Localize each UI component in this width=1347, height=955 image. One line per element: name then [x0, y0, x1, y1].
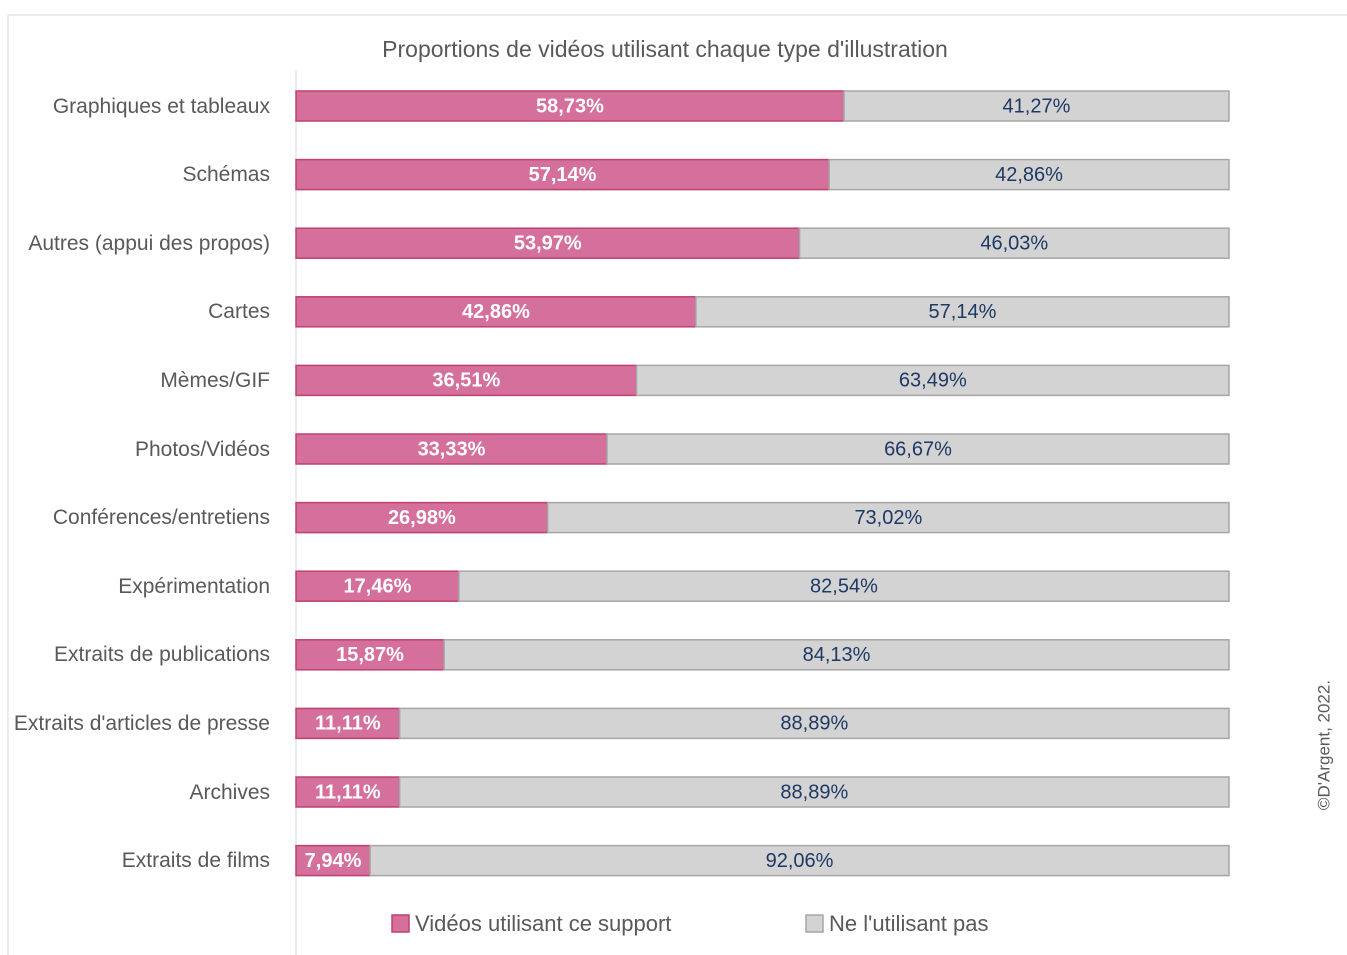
category-label: Graphiques et tableaux: [52, 94, 270, 118]
value-label: 46,03%: [980, 232, 1048, 254]
bar-segment: [295, 227, 801, 259]
value-label: 42,86%: [995, 164, 1063, 186]
legend-label: Vidéos utilisant ce support: [415, 911, 671, 936]
bar-segment: [295, 501, 549, 534]
category-label: Extraits d'articles de presse: [13, 711, 270, 735]
category-label: Extraits de publications: [54, 643, 270, 667]
bar-segment: [458, 570, 1230, 602]
value-label: 42,86%: [462, 301, 530, 323]
bar-segment: [295, 570, 460, 602]
bar-segment: [546, 501, 1230, 534]
value-label: 88,89%: [780, 781, 848, 803]
value-label: 17,46%: [344, 575, 412, 597]
bar-segment: [695, 296, 1230, 328]
value-label: 57,14%: [529, 164, 597, 186]
value-label: 88,89%: [780, 713, 848, 735]
legend-swatch: [391, 914, 410, 933]
bar-segment: [295, 433, 608, 465]
bar-segment: [843, 90, 1230, 122]
legend-swatch: [805, 914, 824, 933]
bar-segment: [295, 90, 845, 122]
category-label: Photos/Vidéos: [134, 437, 270, 461]
value-label: 63,49%: [899, 370, 967, 392]
value-label: 66,67%: [884, 438, 952, 460]
category-label: Archives: [189, 780, 270, 804]
bar-segment: [798, 227, 1230, 259]
bar-segment: [443, 639, 1230, 671]
bar-segment: [295, 364, 638, 397]
category-label: Conférences/entretiens: [52, 506, 270, 530]
bar-segment: [295, 776, 401, 808]
category-label: Autres (appui des propos): [28, 231, 270, 255]
value-label: 92,06%: [766, 850, 834, 872]
bar-segment: [295, 639, 445, 671]
value-label: 36,51%: [432, 370, 500, 392]
bar-segment: [398, 707, 1230, 740]
value-label: 26,98%: [388, 507, 456, 529]
value-label: 33,33%: [418, 438, 486, 460]
value-label: 41,27%: [1003, 95, 1071, 117]
value-label: 7,94%: [305, 850, 362, 872]
value-label: 11,11%: [315, 781, 381, 803]
legend-label: Ne l'utilisant pas: [829, 911, 989, 936]
category-label: Extraits de films: [121, 849, 270, 873]
bar-segment: [398, 776, 1230, 808]
credit: ©D'Argent, 2022.: [1314, 680, 1333, 810]
bar-segment: [606, 433, 1230, 465]
chart-border: [7, 14, 1347, 955]
value-label: 73,02%: [854, 507, 922, 529]
value-label: 15,87%: [336, 644, 404, 666]
category-label: Mèmes/GIF: [160, 368, 270, 392]
value-label: 11,11%: [315, 713, 381, 735]
value-label: 82,54%: [810, 575, 878, 597]
value-label: 53,97%: [514, 232, 582, 254]
category-label: Expérimentation: [118, 574, 270, 598]
bar-segment: [635, 364, 1230, 397]
chart-title: Proportions de vidéos utilisant chaque t…: [382, 36, 948, 62]
bar-segment: [369, 844, 1230, 877]
value-label: 84,13%: [803, 644, 871, 666]
value-label: 58,73%: [536, 95, 604, 117]
bar-segment: [828, 158, 1230, 191]
value-label: 57,14%: [929, 301, 997, 323]
category-label: Schémas: [182, 163, 270, 187]
bar-segment: [295, 707, 401, 740]
category-label: Cartes: [208, 300, 270, 324]
